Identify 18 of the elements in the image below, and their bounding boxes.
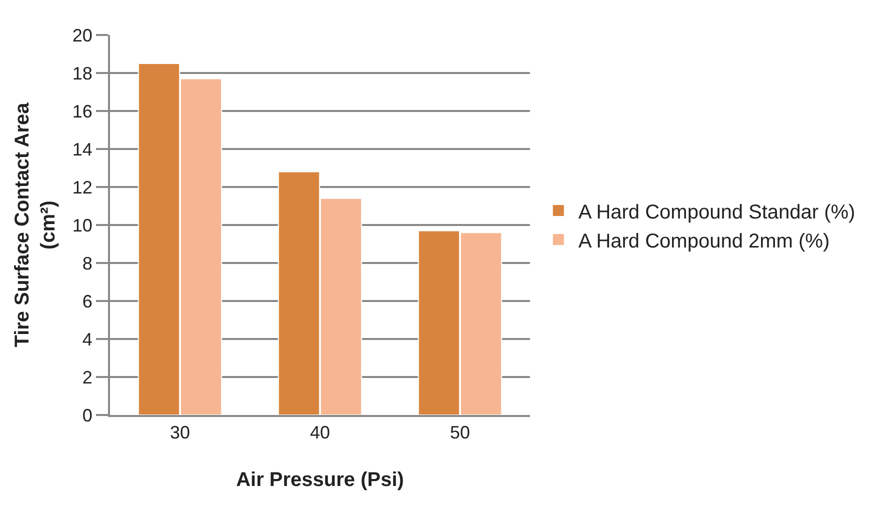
y-tick-label: 6 — [82, 291, 92, 312]
x-tick-label: 40 — [310, 422, 330, 443]
x-axis-title: Air Pressure (Psi) — [236, 469, 404, 491]
y-tick-label: 12 — [72, 177, 92, 198]
y-tick-label: 14 — [72, 139, 92, 160]
x-tick-label: 30 — [170, 422, 190, 443]
y-tick-label: 16 — [72, 101, 92, 122]
y-tick-label: 0 — [82, 405, 92, 426]
y-tick-label: 10 — [72, 215, 92, 236]
x-tick-label: 50 — [450, 422, 470, 443]
y-axis-title: Tire Surface Contact Area (cm²) — [11, 102, 60, 348]
legend-label: A Hard Compound 2mm (%) — [578, 230, 830, 252]
y-tick-label: 18 — [72, 63, 92, 84]
y-tick-label: 4 — [82, 329, 92, 350]
y-tick-label: 2 — [82, 367, 92, 388]
legend-label: A Hard Compound Standar (%) — [578, 201, 856, 224]
y-tick-label: 20 — [72, 25, 92, 46]
y-tick-label: 8 — [82, 253, 92, 274]
